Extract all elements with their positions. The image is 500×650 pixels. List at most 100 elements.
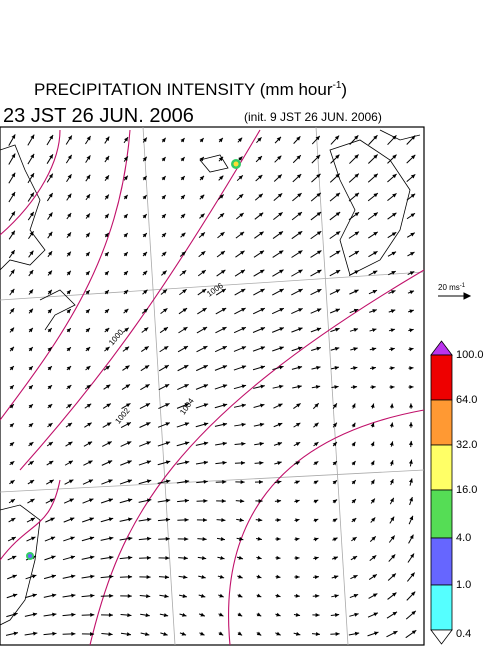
wind-head <box>237 612 243 617</box>
wind-head <box>371 366 376 371</box>
wind-head <box>69 517 75 522</box>
wind-head <box>47 347 52 352</box>
wind-head <box>351 480 356 485</box>
wind-head <box>201 289 207 293</box>
wind-head <box>146 536 152 541</box>
wind-head <box>333 575 339 580</box>
wind-head <box>123 214 128 219</box>
wind-head <box>28 327 33 333</box>
wind-head <box>86 194 91 199</box>
wind-head <box>70 574 76 579</box>
wind-head <box>86 155 91 160</box>
wind-head <box>10 250 15 255</box>
wind-head <box>142 137 147 142</box>
wind-head <box>373 154 378 159</box>
wind-head <box>143 327 149 332</box>
wind-head <box>163 327 168 332</box>
wind-head <box>391 251 397 256</box>
wind-head <box>313 518 319 523</box>
wind-head <box>276 555 281 560</box>
wind-head <box>47 328 52 333</box>
map-frame <box>0 126 425 646</box>
wind-head <box>9 346 14 352</box>
wind-head <box>256 631 262 636</box>
wind-head <box>335 192 340 197</box>
wind-head <box>390 497 394 503</box>
wind-head <box>370 403 375 408</box>
wind-head <box>392 135 397 140</box>
wind-head <box>238 175 243 180</box>
wind-head <box>276 518 281 523</box>
wind-head <box>108 498 113 503</box>
wind-head <box>105 346 110 351</box>
wind-head <box>163 346 169 351</box>
wind-head <box>332 499 338 504</box>
wind-head <box>49 154 53 159</box>
wind-head <box>276 536 281 541</box>
wind-head <box>373 251 378 256</box>
wind-head <box>203 365 208 369</box>
wind-head <box>218 156 224 162</box>
wind-head <box>146 498 152 503</box>
wind-head <box>314 575 319 580</box>
wind-head <box>391 290 396 294</box>
wind-head <box>9 461 15 466</box>
wind-head <box>182 308 188 313</box>
wind-arrows <box>5 134 417 639</box>
wind-head <box>409 497 413 502</box>
wind-head <box>241 308 246 312</box>
wind-head <box>392 212 397 217</box>
wind-head <box>146 575 151 580</box>
wind-head <box>30 498 35 503</box>
colorbar-under <box>430 629 453 645</box>
wind-head <box>353 575 358 579</box>
wind-head <box>258 193 263 198</box>
wind-head <box>276 574 281 579</box>
wind-head <box>260 288 265 293</box>
wind-head <box>219 612 224 617</box>
wind-head <box>316 365 321 370</box>
wind-head <box>142 233 147 238</box>
wind-head <box>11 172 16 178</box>
wind-head <box>106 422 112 427</box>
wind-head <box>180 213 186 219</box>
wind-head <box>372 309 377 313</box>
wind-head <box>181 251 186 256</box>
wind-head <box>123 252 128 257</box>
wind-head <box>104 309 110 314</box>
graticule-line <box>0 469 425 493</box>
wind-head <box>161 214 166 219</box>
wind-head <box>237 593 243 598</box>
wind-head <box>125 403 131 408</box>
wind-head <box>239 517 244 522</box>
wind-head <box>259 250 265 255</box>
wind-head <box>202 308 207 312</box>
wind-head <box>410 174 416 179</box>
wind-head <box>67 422 73 427</box>
wind-head <box>218 137 223 143</box>
wind-head <box>49 498 55 503</box>
wind-head <box>124 137 128 142</box>
wind-head <box>109 574 114 579</box>
wind-head <box>48 423 53 428</box>
wind-head <box>104 194 109 199</box>
wind-head <box>220 251 225 256</box>
wind-head <box>29 211 34 217</box>
wind-head <box>85 328 90 333</box>
wind-head <box>258 498 263 503</box>
colorbar-over <box>430 340 453 356</box>
wind-head <box>371 555 377 560</box>
wind-head <box>184 403 189 407</box>
wind-head <box>90 574 95 579</box>
wind-head <box>276 631 281 636</box>
wind-head <box>410 572 415 577</box>
wind-head <box>257 574 262 579</box>
wind-reference-arrow <box>438 292 472 300</box>
wind-head <box>200 251 206 256</box>
wind-head <box>297 346 303 351</box>
wind-head <box>165 498 171 503</box>
wind-head <box>143 289 148 294</box>
isobar <box>19 129 261 471</box>
wind-head <box>374 631 379 636</box>
wind-head <box>203 403 209 408</box>
